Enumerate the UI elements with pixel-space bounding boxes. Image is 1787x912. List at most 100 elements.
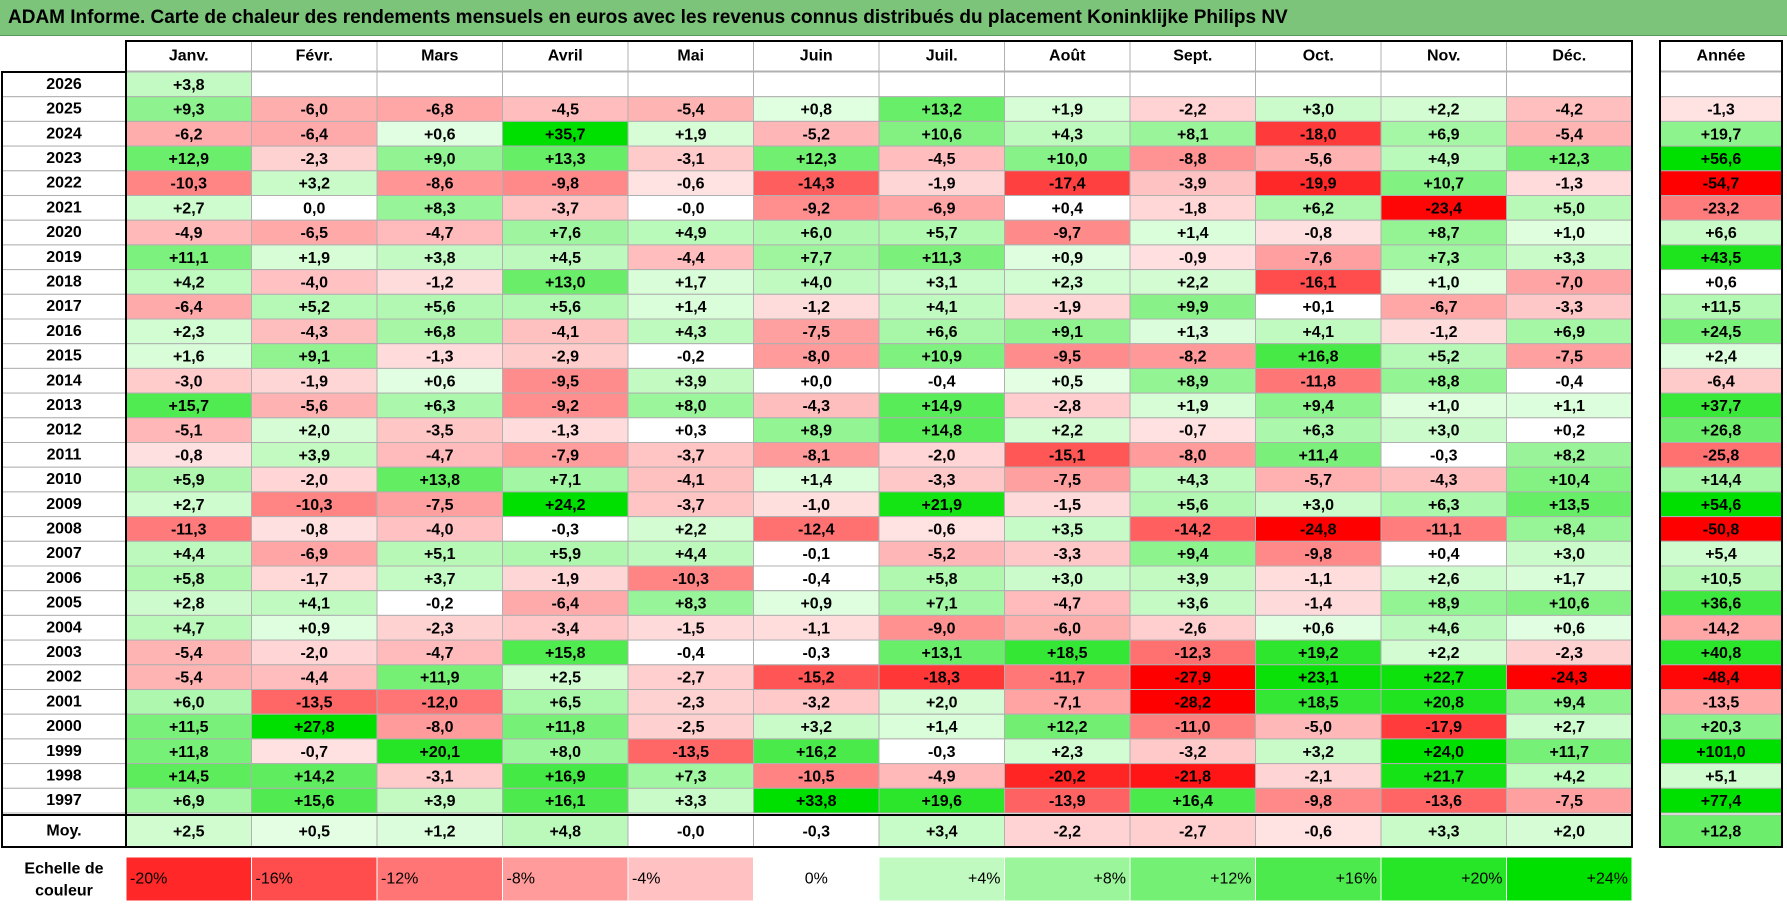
heatmap-cell-value: +24,0	[1424, 744, 1465, 761]
heatmap-cell-value: -12,0	[422, 694, 459, 711]
scale-label-line2: couleur	[35, 883, 93, 900]
heatmap-cell-value: +8,3	[675, 596, 707, 613]
heatmap-cell-value: +11,8	[169, 744, 209, 761]
heatmap-cell	[1380, 713, 1507, 740]
heatmap-cell	[1004, 71, 1131, 98]
heatmap-cell-value: -17,4	[1049, 176, 1086, 193]
heatmap-cell-value: -9,8	[551, 176, 579, 193]
column-header: Déc.	[1552, 48, 1586, 65]
annual-cell-value: +40,8	[1701, 645, 1742, 662]
average-cell-value: +2,0	[1553, 824, 1585, 841]
row-year-label: 2009	[46, 496, 82, 513]
heatmap-cell-value: -14,2	[1175, 521, 1212, 538]
heatmap-cell-value: +2,0	[926, 694, 958, 711]
heatmap-cell	[125, 516, 252, 542]
heatmap-cell	[376, 96, 503, 122]
heatmap-cell	[1129, 244, 1256, 271]
heatmap-cell	[1506, 417, 1633, 443]
average-cell-value: +2,5	[173, 824, 205, 841]
row-year-cell	[1, 516, 127, 542]
heatmap-cell-value: -13,9	[1049, 793, 1086, 810]
heatmap-cell-value: +4,0	[800, 274, 832, 291]
row-year-cell	[1, 269, 127, 295]
row-year-label: 2007	[46, 545, 82, 562]
heatmap-cell-value: -0,3	[551, 521, 579, 538]
heatmap-cell	[627, 639, 754, 666]
heatmap-cell-value: -1,9	[300, 373, 328, 390]
heatmap-cell-value: +4,6	[1428, 620, 1460, 637]
heatmap-cell-value: +1,4	[1177, 225, 1209, 242]
heatmap-cell-value: -2,7	[677, 670, 705, 687]
heatmap-cell	[627, 442, 754, 468]
heatmap-cell-value: +6,0	[800, 225, 832, 242]
heatmap-cell	[502, 565, 629, 592]
heatmap-cell	[125, 244, 252, 271]
column-header: Sept.	[1173, 48, 1212, 65]
heatmap-cell	[1506, 318, 1633, 345]
heatmap-cell-value: -7,5	[1053, 472, 1081, 489]
heatmap-cell-value: +5,6	[549, 299, 581, 316]
row-year-cell	[1, 96, 127, 122]
heatmap-cell	[1255, 71, 1382, 98]
heatmap-cell-value: -1,9	[1053, 299, 1081, 316]
average-annual-value: +12,8	[1701, 824, 1742, 841]
heatmap-cell-value: +15,7	[169, 398, 210, 415]
heatmap-cell-value: +6,2	[1302, 200, 1334, 217]
heatmap-cell-value: +6,3	[1428, 497, 1460, 514]
heatmap-cell	[251, 713, 378, 740]
heatmap-cell	[627, 516, 754, 542]
heatmap-cell-value: -4,5	[551, 102, 579, 119]
heatmap-cell	[1380, 343, 1507, 369]
heatmap-cell	[502, 787, 629, 814]
heatmap-cell-value: -3,3	[1053, 546, 1081, 563]
heatmap-cell-value: -2,0	[300, 472, 328, 489]
scale-label: -4%	[632, 871, 660, 888]
heatmap-cell-value: -8,2	[1179, 349, 1207, 366]
heatmap-cell	[627, 689, 754, 715]
column-header: Juin	[800, 48, 833, 65]
heatmap-cell-value: +21,9	[922, 497, 963, 514]
column-header: Nov.	[1427, 48, 1460, 65]
heatmap-cell-value: -2,0	[928, 447, 956, 464]
heatmap-cell	[1255, 293, 1382, 320]
heatmap-cell	[376, 738, 503, 765]
annual-cell-value: +24,5	[1701, 324, 1742, 341]
heatmap-cell-value: -6,2	[175, 126, 203, 143]
heatmap-cell-value: +11,3	[922, 250, 962, 267]
heatmap-cell-value: +13,1	[922, 645, 963, 662]
heatmap-cell	[502, 318, 629, 345]
heatmap-cell	[1129, 540, 1256, 567]
heatmap-cell	[1380, 417, 1507, 443]
heatmap-cell-value: +1,0	[1428, 274, 1460, 291]
column-header: Mai	[677, 48, 704, 65]
heatmap-cell-value: +35,7	[545, 126, 586, 143]
heatmap-cell	[1506, 343, 1633, 369]
heatmap-cell	[1004, 442, 1131, 468]
heatmap-cell-value: -0,4	[1555, 373, 1583, 390]
heatmap-cell-value: +15,6	[294, 793, 335, 810]
heatmap-cell	[376, 590, 503, 616]
heatmap-cell	[376, 269, 503, 295]
heatmap-cell	[1255, 145, 1382, 172]
heatmap-cell-value: -3,1	[426, 768, 454, 785]
heatmap-cell	[1129, 145, 1256, 172]
heatmap-cell	[502, 343, 629, 369]
row-year-label: 2024	[46, 125, 82, 142]
heatmap-cell-value: +23,1	[1298, 670, 1339, 687]
row-year-cell	[1, 689, 127, 715]
heatmap-cell	[1129, 170, 1256, 197]
heatmap-cell	[1506, 442, 1633, 468]
heatmap-cell-value: -9,0	[928, 620, 956, 637]
heatmap-cell-value: +0,4	[1428, 546, 1460, 563]
heatmap-cell-value: +2,3	[1051, 744, 1083, 761]
heatmap-cell-value: +0,9	[1051, 250, 1083, 267]
annual-cell-value: +54,6	[1701, 497, 1742, 514]
scale-label-line1: Echelle de	[24, 861, 103, 878]
heatmap-cell-value: +1,4	[800, 472, 832, 489]
heatmap-cell-value: +16,9	[545, 768, 586, 785]
column-header-cell	[1129, 40, 1256, 72]
average-label-cell	[1, 814, 127, 848]
heatmap-cell-value: +11,7	[1549, 744, 1589, 761]
heatmap-cell	[251, 293, 378, 320]
heatmap-cell-value: -2,3	[300, 151, 328, 168]
